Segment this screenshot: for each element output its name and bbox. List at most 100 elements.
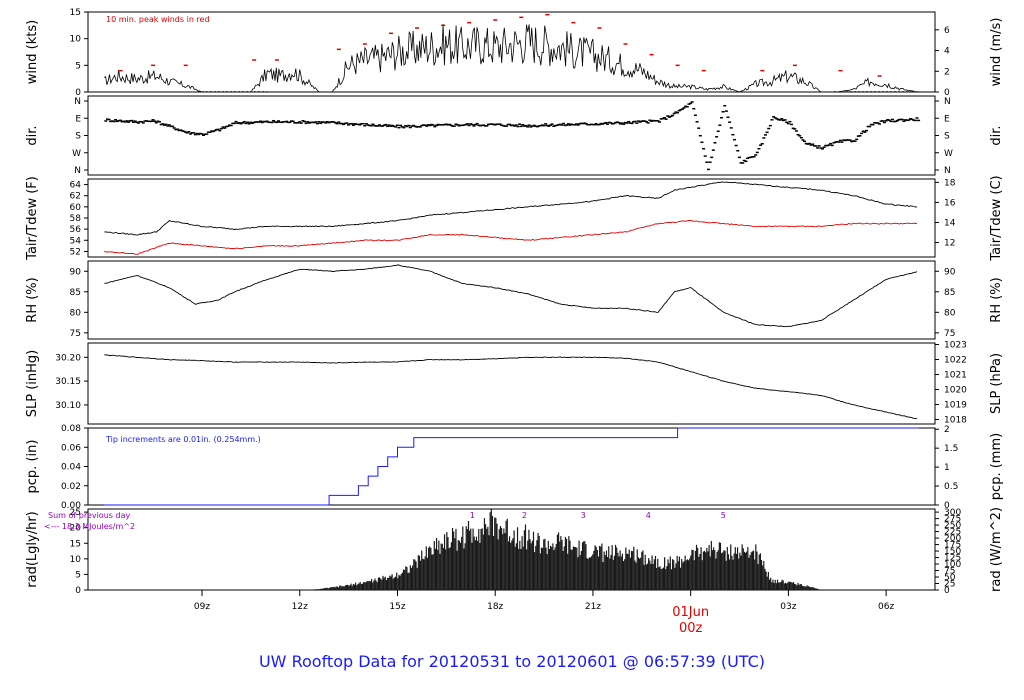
direction-point <box>521 124 525 126</box>
direction-point <box>131 121 135 123</box>
direction-point <box>728 121 732 123</box>
direction-point <box>345 122 349 124</box>
direction-point <box>250 122 254 125</box>
y-tick-label-right: 250 <box>944 521 961 531</box>
y-tick-label-left: 75 <box>70 329 81 339</box>
direction-point <box>332 121 336 123</box>
direction-point <box>387 124 391 126</box>
direction-point <box>447 123 451 126</box>
y-tick-label-left: N <box>74 97 81 107</box>
y-tick-label-right: 1.5 <box>944 444 958 454</box>
direction-point <box>366 124 370 126</box>
y-tick-label-left: 0.08 <box>61 424 81 434</box>
date-sub-label: 00z <box>679 621 703 636</box>
direction-point <box>329 121 333 123</box>
direction-point <box>783 119 787 121</box>
direction-point <box>604 121 608 124</box>
direction-point <box>588 123 592 126</box>
direction-point <box>793 128 797 130</box>
direction-point <box>791 127 795 130</box>
direction-point <box>803 140 807 143</box>
direction-point <box>617 121 621 124</box>
y-tick-label-left: 10 <box>70 35 82 45</box>
y-axis-label-left: Tair/Tdew (F) <box>25 176 40 261</box>
direction-point <box>286 121 290 124</box>
direction-point <box>205 133 209 135</box>
direction-point <box>171 125 175 128</box>
direction-point <box>417 125 421 128</box>
direction-point <box>306 121 310 123</box>
direction-point <box>682 107 686 109</box>
direction-point <box>394 126 398 128</box>
y-tick-label-right: E <box>944 114 950 124</box>
direction-point <box>733 138 737 141</box>
direction-point <box>223 127 227 129</box>
direction-point <box>451 125 455 127</box>
direction-point <box>355 123 359 126</box>
direction-point <box>539 124 543 127</box>
direction-point <box>478 124 482 127</box>
direction-point <box>861 130 865 133</box>
direction-point <box>643 120 647 122</box>
series-line-wind <box>104 24 919 93</box>
direction-point <box>713 142 717 144</box>
x-tick-label: 18z <box>487 602 503 612</box>
direction-point <box>509 124 513 127</box>
direction-point <box>669 115 673 118</box>
direction-point <box>224 125 228 128</box>
direction-point <box>343 122 347 125</box>
direction-point <box>457 125 461 127</box>
direction-point <box>247 123 251 125</box>
direction-point <box>257 121 261 123</box>
y-tick-label-right: 275 <box>944 515 961 525</box>
direction-point <box>312 121 316 124</box>
direction-point <box>744 160 748 163</box>
direction-point <box>646 122 650 124</box>
direction-point <box>570 123 574 125</box>
direction-point <box>757 147 761 150</box>
direction-point <box>255 121 259 123</box>
direction-point <box>188 133 192 135</box>
y-tick-label-right: 1021 <box>944 371 967 381</box>
direction-point <box>695 121 699 123</box>
direction-point <box>724 110 728 112</box>
direction-point <box>408 126 412 129</box>
direction-point <box>666 115 670 117</box>
y-axis-label-right: SLP (hPa) <box>989 353 1004 414</box>
direction-point <box>796 133 800 136</box>
direction-point <box>767 127 771 130</box>
direction-point <box>272 119 276 122</box>
direction-point <box>532 124 536 127</box>
direction-point <box>464 123 468 126</box>
direction-point <box>390 124 394 127</box>
direction-point <box>534 125 538 128</box>
direction-point <box>676 111 680 114</box>
direction-point <box>431 124 435 126</box>
direction-point <box>778 119 782 121</box>
direction-point <box>855 138 859 141</box>
direction-point <box>125 120 129 122</box>
series-line-tair <box>104 181 918 236</box>
direction-point <box>262 120 266 123</box>
direction-point <box>239 122 243 125</box>
direction-point <box>377 124 381 126</box>
direction-point <box>708 161 712 163</box>
direction-point <box>340 122 344 125</box>
direction-point <box>822 146 826 149</box>
y-tick-label-right: 6 <box>944 26 950 36</box>
direction-point <box>228 124 232 126</box>
direction-point <box>337 121 341 123</box>
direction-point <box>579 122 583 125</box>
direction-point <box>434 124 438 127</box>
direction-point <box>899 118 903 121</box>
direction-point <box>403 125 407 127</box>
direction-point <box>197 133 201 136</box>
direction-point <box>182 130 186 133</box>
panel-wind: 0 5 10 15 0 2 4 6 wind (kts) wind (m/s) 10 min. pe… <box>25 8 1004 98</box>
direction-point <box>910 118 914 121</box>
direction-point <box>373 124 377 127</box>
direction-point <box>597 123 601 126</box>
date-label: 01Jun <box>672 605 709 620</box>
direction-point <box>583 122 587 124</box>
direction-point <box>498 123 502 125</box>
